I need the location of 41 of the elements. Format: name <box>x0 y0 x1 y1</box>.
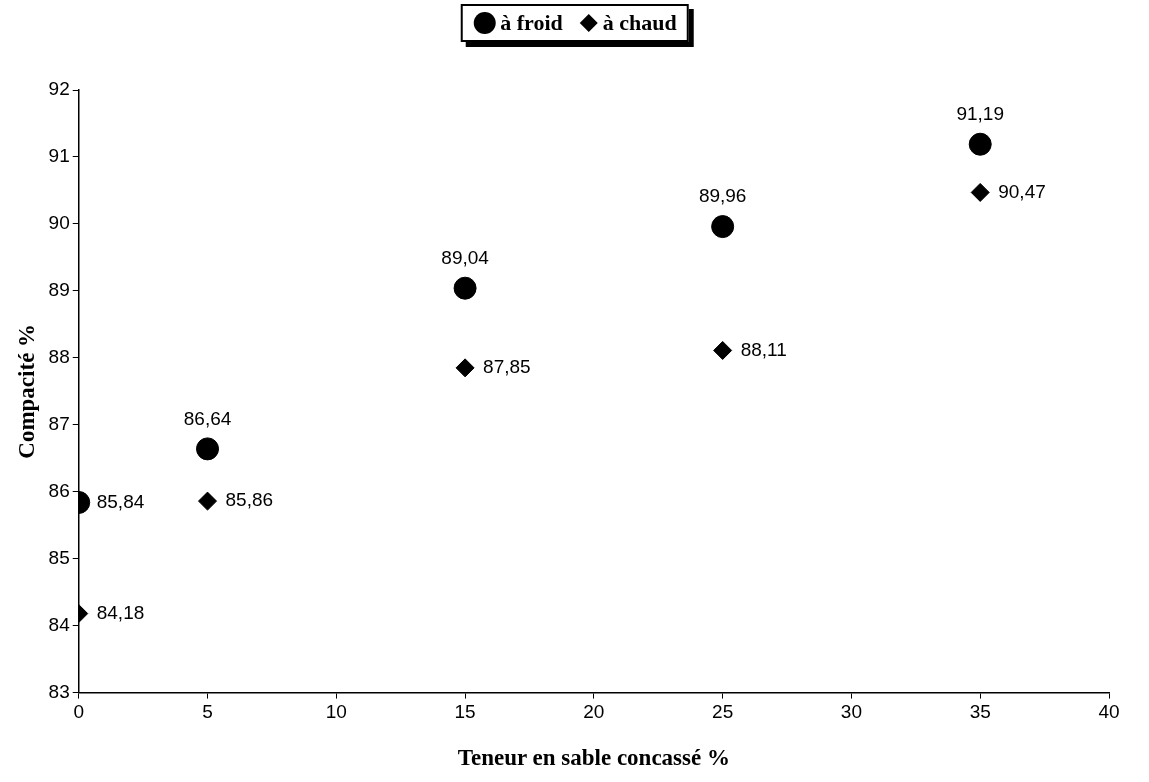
x-tick-label: 40 <box>1098 701 1120 723</box>
point <box>198 491 218 511</box>
point <box>196 437 220 461</box>
x-tick-label: 20 <box>583 701 605 723</box>
data-label: 84,18 <box>96 601 145 623</box>
y-tick-label: 85 <box>48 546 70 568</box>
data-label: 89,96 <box>698 185 747 207</box>
point <box>713 340 733 360</box>
data-label: 90,47 <box>998 180 1046 202</box>
y-tick-label: 86 <box>48 479 70 501</box>
data-label: 85,84 <box>96 490 145 512</box>
x-tick-label: 5 <box>202 701 213 723</box>
x-tick-label: 10 <box>325 701 347 723</box>
y-tick-label: 91 <box>48 145 70 167</box>
y-axis-title: Compacité % <box>13 323 39 459</box>
legend-label: à froid <box>500 10 563 36</box>
y-tick-label: 90 <box>48 212 70 234</box>
x-tick-label: 30 <box>840 701 862 723</box>
legend-label: à chaud <box>602 10 677 36</box>
y-tick-label: 92 <box>48 78 70 100</box>
point <box>968 132 992 156</box>
y-tick-label: 87 <box>48 413 70 435</box>
data-label: 86,64 <box>183 407 232 429</box>
y-tick-label: 88 <box>48 346 70 368</box>
data-label: 87,85 <box>483 356 531 378</box>
data-label: 89,04 <box>441 246 490 268</box>
point <box>711 215 735 239</box>
x-tick-label: 25 <box>712 701 734 723</box>
point <box>455 358 475 378</box>
point <box>453 276 477 300</box>
y-tick-label: 83 <box>48 680 70 702</box>
data-label: 88,11 <box>740 338 787 360</box>
x-tick-label: 35 <box>969 701 991 723</box>
x-tick-label: 15 <box>454 701 476 723</box>
data-label: 91,19 <box>956 102 1004 124</box>
y-tick-label: 89 <box>48 279 70 301</box>
x-tick-label: 0 <box>73 701 85 723</box>
x-axis-title: Teneur en sable concassé % <box>457 745 730 771</box>
y-tick-label: 84 <box>48 613 71 635</box>
data-label: 85,86 <box>225 489 274 511</box>
point <box>970 182 990 202</box>
